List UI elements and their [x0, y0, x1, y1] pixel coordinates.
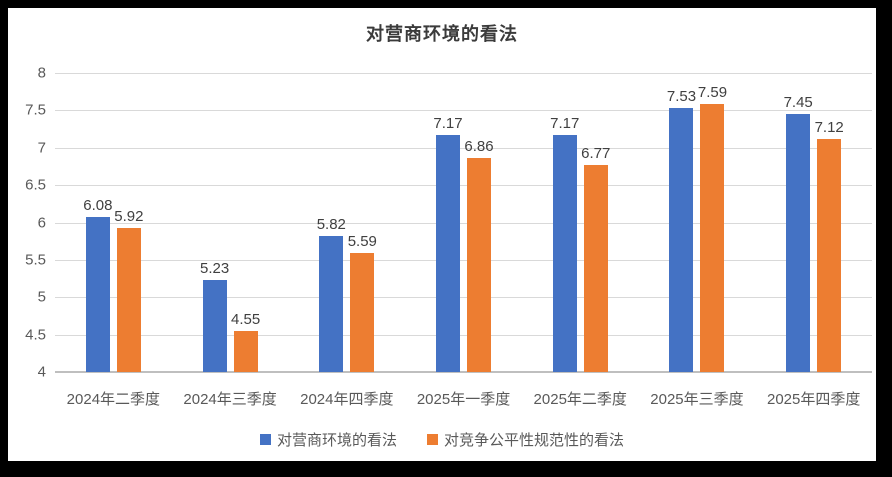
bar-group: 7.17 6.77 — [522, 73, 639, 372]
category-label: 2025年二季度 — [533, 391, 627, 408]
value-label: 7.53 — [666, 88, 697, 106]
value-label: 6.86 — [464, 138, 494, 156]
y-tick-label: 4.5 — [25, 326, 46, 344]
y-tick-label: 7.5 — [25, 101, 46, 119]
value-label: 6.08 — [83, 196, 113, 214]
bar-series-2: 6.77 — [581, 145, 610, 372]
gridline — [55, 185, 872, 187]
y-tick-label: 6.5 — [25, 176, 46, 194]
x-axis-line — [55, 371, 872, 373]
bar-series-1: 5.23 — [200, 260, 229, 372]
gridline — [55, 222, 872, 224]
bar-group: 5.82 5.59 — [288, 73, 405, 372]
bar-series-1: 5.82 — [317, 216, 346, 372]
bar-series-1: 7.17 — [550, 115, 579, 372]
y-tick-label: 8 — [37, 64, 46, 82]
value-label: 5.59 — [347, 233, 377, 251]
y-tick-label: 5 — [37, 288, 46, 306]
bar-series-2: 5.92 — [114, 208, 143, 372]
legend-label: 对营商环境的看法 — [276, 431, 397, 449]
y-tick-label: 4 — [37, 363, 46, 381]
bar-group: 6.08 5.92 — [55, 73, 172, 372]
legend-swatch-icon — [427, 433, 438, 445]
gridline — [55, 147, 872, 149]
y-tick-label: 6 — [37, 214, 46, 231]
legend-swatch-icon — [259, 433, 271, 445]
bar-series-2: 6.86 — [464, 138, 494, 372]
category-label: 2025年三季度 — [650, 391, 744, 408]
value-label: 7.59 — [697, 83, 728, 101]
category-label: 2025年一季度 — [416, 391, 511, 408]
category-label: 2024年三季度 — [183, 391, 277, 408]
value-label: 5.82 — [316, 215, 346, 233]
value-label: 5.23 — [199, 260, 230, 278]
chart-canvas: 对营商环境的看法 8 7.5 7 6.5 6 5.5 5 4.5 4 6.08 5.92 5.23 4… — [8, 8, 876, 461]
gridlines — [55, 73, 872, 373]
bar-series-2: 5.59 — [348, 233, 377, 372]
category-label: 2024年二季度 — [66, 391, 161, 408]
bar-group: 5.23 4.55 — [172, 73, 289, 372]
bar-group: 7.17 6.86 — [405, 73, 522, 372]
value-label: 5.92 — [114, 208, 144, 226]
gridline — [55, 110, 872, 112]
gridline — [55, 73, 872, 74]
value-label: 7.17 — [550, 115, 580, 133]
bar-group: 7.45 7.12 — [755, 73, 872, 372]
bar-series-2: 7.59 — [698, 84, 727, 372]
value-label: 4.55 — [230, 310, 261, 328]
bar-series-1: 7.17 — [433, 115, 463, 372]
bar-series-1: 7.45 — [784, 94, 813, 372]
x-axis: 2024年二季度 2024年三季度 2024年四季度 2025年一季度 2025年二季度… — [55, 380, 872, 408]
value-label: 6.77 — [581, 144, 611, 162]
bar-series-1: 7.53 — [667, 88, 696, 372]
legend-item-1: 对营商环境的看法 — [259, 429, 397, 450]
legend-label: 对竞争公平性规范性的看法 — [444, 431, 625, 449]
legend-item-2: 对竞争公平性规范性的看法 — [427, 429, 624, 450]
y-tick-label: 5.5 — [25, 251, 46, 269]
value-label: 7.12 — [814, 118, 844, 136]
gridline — [55, 297, 872, 299]
chart-title: 对营商环境的看法 — [366, 24, 518, 44]
category-label: 2024年四季度 — [300, 391, 394, 408]
legend: 对营商环境的看法 对竞争公平性规范性的看法 — [8, 428, 876, 450]
bar-group: 7.53 7.59 — [639, 73, 756, 372]
value-label: 7.45 — [783, 94, 813, 112]
category-label: 2025年四季度 — [766, 391, 861, 408]
gridline — [55, 334, 872, 336]
value-label: 7.17 — [433, 115, 463, 133]
bar-series-2: 7.12 — [815, 119, 844, 372]
y-tick-label: 7 — [37, 139, 46, 157]
bar-series-2: 4.55 — [231, 311, 260, 372]
bar-series-1: 6.08 — [83, 197, 112, 372]
gridline — [55, 259, 872, 261]
y-axis: 8 7.5 7 6.5 6 5.5 5 4.5 4 — [8, 65, 48, 381]
plot-area: 6.08 5.92 5.23 4.55 5.82 5.59 7.17 6.86 7.17 6.77… — [55, 73, 872, 373]
